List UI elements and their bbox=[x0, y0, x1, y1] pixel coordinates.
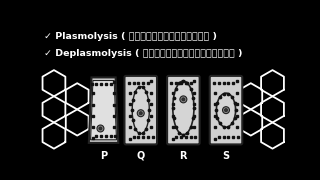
Circle shape bbox=[182, 98, 185, 101]
Circle shape bbox=[222, 107, 229, 114]
Circle shape bbox=[224, 109, 228, 112]
FancyBboxPatch shape bbox=[167, 76, 200, 144]
FancyBboxPatch shape bbox=[124, 76, 157, 144]
Ellipse shape bbox=[216, 93, 236, 127]
Text: ✓ Plasmolysis ( जीवद्रव्यकुंचन ): ✓ Plasmolysis ( जीवद्रव्यकुंचन ) bbox=[44, 32, 217, 41]
Circle shape bbox=[139, 112, 142, 115]
Text: P: P bbox=[100, 151, 107, 161]
Polygon shape bbox=[89, 77, 118, 143]
Circle shape bbox=[180, 96, 187, 103]
Circle shape bbox=[137, 110, 144, 117]
Circle shape bbox=[99, 127, 102, 130]
Ellipse shape bbox=[173, 81, 194, 135]
Circle shape bbox=[97, 125, 104, 132]
Text: S: S bbox=[222, 151, 229, 161]
Ellipse shape bbox=[132, 87, 149, 134]
Text: ✓ Deplasmolysis ( जीवद्रव्यविकुंचन ): ✓ Deplasmolysis ( जीवद्रव्यविकुंचन ) bbox=[44, 49, 242, 58]
Text: Q: Q bbox=[137, 151, 145, 161]
Polygon shape bbox=[91, 80, 116, 140]
Text: R: R bbox=[180, 151, 187, 161]
FancyBboxPatch shape bbox=[210, 76, 242, 144]
